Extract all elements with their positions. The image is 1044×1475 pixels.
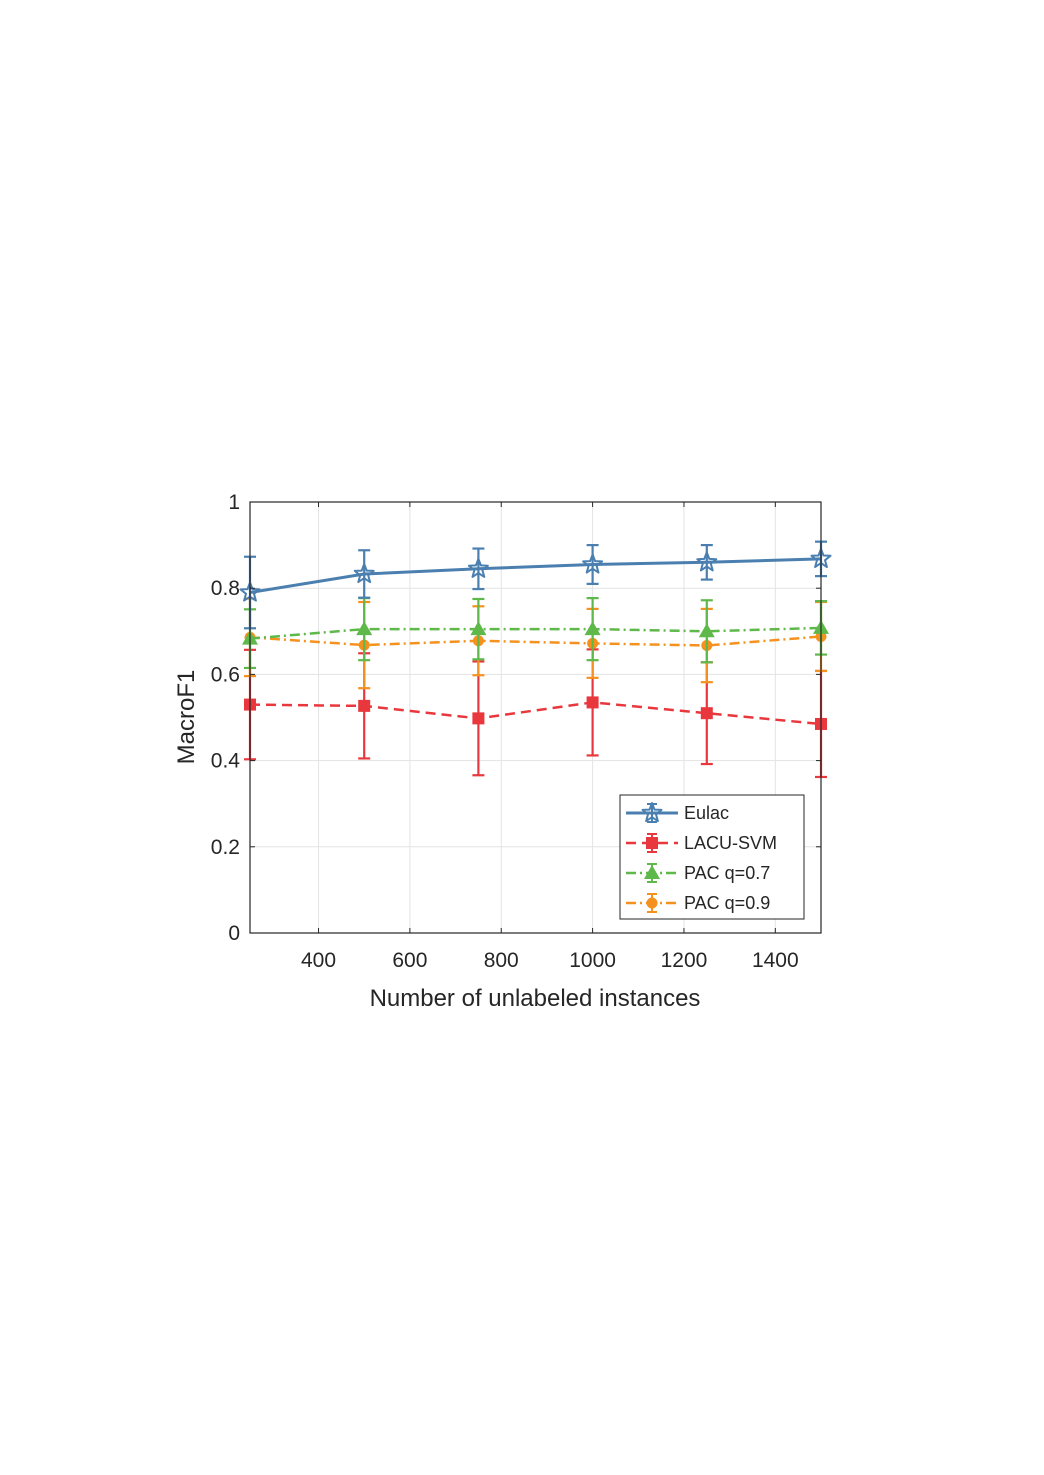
data-point	[584, 621, 601, 636]
data-point	[470, 621, 487, 636]
series-line	[249, 626, 822, 640]
data-point	[353, 563, 375, 584]
legend-swatch-marker	[644, 865, 660, 879]
legend-entry: Eulac	[626, 802, 729, 823]
legend-entry: PAC q=0.7	[626, 863, 770, 883]
data-point	[358, 699, 371, 712]
x-axis-ticks: 400 600 800 1000 1200 1400	[301, 502, 799, 972]
data-point	[696, 551, 718, 572]
data-point	[582, 553, 604, 574]
legend-label: PAC q=0.9	[684, 893, 770, 913]
x-tick-label: 1200	[661, 949, 708, 972]
legend-label: PAC q=0.7	[684, 863, 770, 883]
legend-swatch-marker	[646, 897, 658, 909]
x-tick-label: 600	[392, 949, 427, 972]
x-axis-label: Number of unlabeled instances	[370, 985, 701, 1012]
legend-label: Eulac	[684, 803, 729, 823]
legend-entry: LACU-SVM	[626, 833, 777, 853]
legend-swatch-marker	[646, 837, 658, 849]
x-tick-label: 800	[484, 949, 519, 972]
x-tick-label: 400	[301, 949, 336, 972]
x-tick-label: 1000	[569, 949, 616, 972]
y-tick-label: 1	[228, 491, 240, 514]
data-point	[356, 621, 373, 636]
legend-swatch-marker	[641, 802, 663, 823]
series-layer	[239, 540, 832, 779]
y-axis-label: MacroF1	[173, 670, 200, 765]
series-eulac	[239, 540, 832, 630]
data-point	[586, 696, 599, 709]
y-tick-label: 0.4	[211, 750, 241, 773]
data-point	[698, 623, 715, 638]
y-tick-label: 0.8	[211, 577, 240, 600]
legend-label: LACU-SVM	[684, 833, 777, 853]
y-tick-label: 0.6	[211, 663, 240, 686]
y-axis-ticks: 0 0.2 0.4 0.6 0.8 1	[211, 491, 821, 945]
x-tick-label: 1400	[752, 949, 799, 972]
series-line	[249, 557, 822, 594]
data-point	[467, 557, 489, 578]
plot-frame	[249, 501, 822, 934]
data-point	[700, 707, 713, 720]
legend: Eulac LACU-SVM PAC q=0.7 PAC q=0.9	[619, 794, 805, 920]
series-line	[249, 635, 822, 647]
y-tick-label: 0.2	[211, 836, 240, 859]
legend-entry: PAC q=0.9	[626, 893, 770, 913]
y-tick-label: 0	[228, 922, 240, 945]
data-point	[472, 712, 485, 725]
